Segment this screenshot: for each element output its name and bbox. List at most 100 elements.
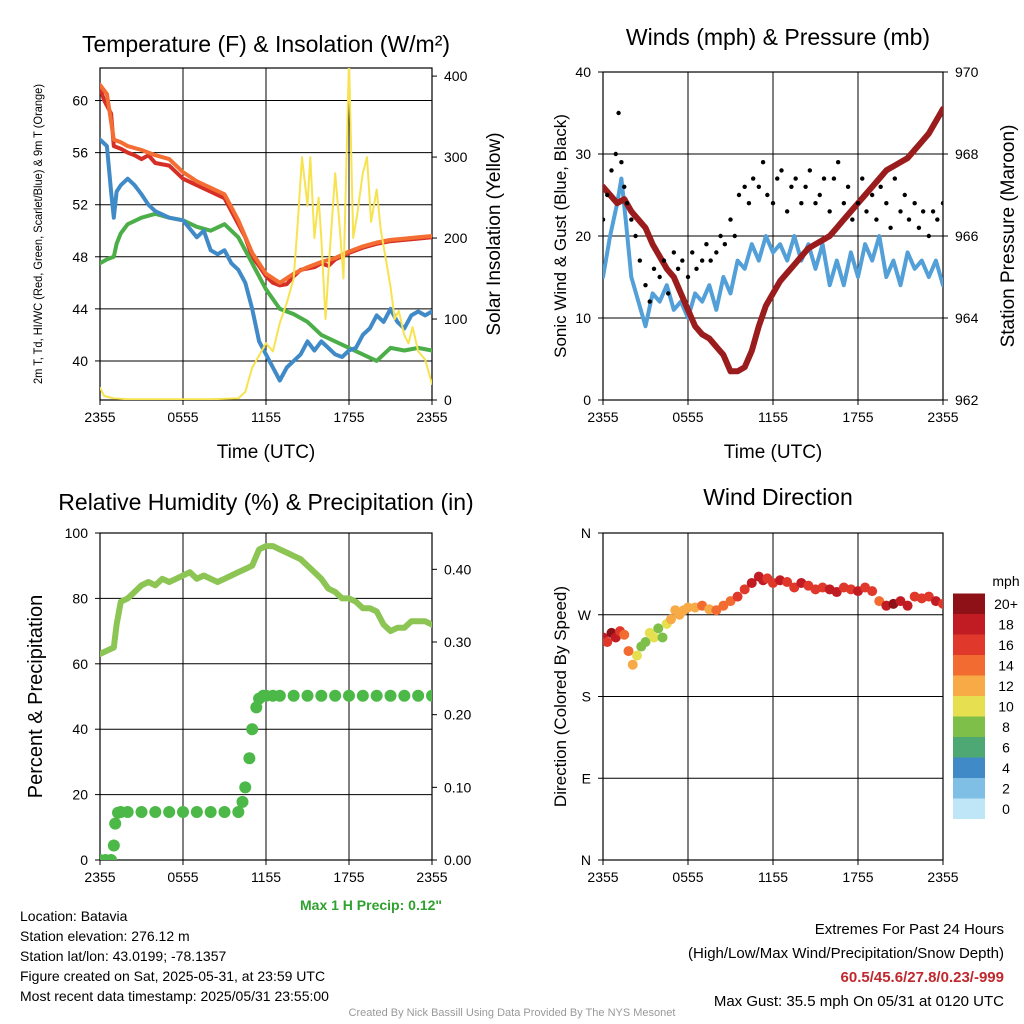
x-tick-label: 2355 [416, 869, 447, 885]
x-tick-label: 2355 [587, 409, 618, 425]
colorbar-label: 4 [1002, 760, 1010, 776]
series-point [651, 266, 657, 271]
series-line [100, 68, 432, 400]
series-point [163, 806, 176, 819]
direction-point [746, 577, 757, 588]
y-tick-label: 40 [72, 721, 88, 737]
series-point [746, 201, 752, 206]
y2-tick-label: 0.00 [444, 852, 471, 868]
series-point [637, 258, 643, 263]
direction-point [627, 659, 638, 670]
colorbar: 0 2 4 6 8 10 12 14 16 18 20+ mph [953, 573, 1020, 819]
plot-area [100, 68, 432, 400]
colorbar-unit: mph [992, 573, 1019, 589]
x-tick-label: 0555 [167, 409, 198, 425]
direction-point [739, 584, 750, 595]
series-point [860, 176, 865, 181]
series-point [121, 806, 134, 819]
series-point [803, 184, 808, 189]
series-point [789, 184, 794, 189]
colorbar-label: 0 [1002, 801, 1010, 817]
y-tick-label: 60 [72, 656, 88, 672]
series-point [685, 274, 691, 280]
series-point [246, 723, 259, 736]
series-point [609, 168, 614, 173]
x-tick-label: 1755 [333, 869, 364, 885]
info-elevation: Station elevation: 276.12 m [20, 928, 190, 944]
series-point [356, 689, 369, 702]
series-point [827, 209, 832, 214]
colorbar-swatch [953, 778, 985, 799]
series-point [770, 201, 776, 206]
series-point [906, 217, 912, 222]
series-line [603, 105, 943, 375]
series-point [760, 160, 766, 165]
y2-tick-label: 0.10 [444, 779, 471, 795]
series-point [704, 242, 709, 247]
y2-axis-label: Solar Insolation (Yellow) [484, 132, 505, 335]
y2-tick-label: 966 [955, 228, 979, 244]
series-point [736, 192, 742, 198]
series-point [690, 250, 695, 255]
direction-point [895, 596, 906, 607]
series-point [878, 184, 883, 189]
direction-point [657, 632, 668, 643]
max-precip-label: Max 1 H Precip: 0.12" [300, 897, 443, 913]
direction-point [619, 629, 630, 640]
y2-tick-label: 0 [444, 392, 452, 408]
series-point [236, 795, 249, 808]
direction-point [603, 637, 613, 647]
x-tick-label: 2355 [587, 869, 618, 885]
colorbar-label: 14 [998, 657, 1014, 673]
series-point [902, 192, 907, 198]
extremes-panel: Extremes For Past 24 Hours (High/Low/Max… [688, 918, 1004, 1014]
colorbar-swatch [953, 614, 985, 635]
direction-point [718, 600, 729, 611]
extremes-values: 60.5/45.6/27.8/0.23/-999 [840, 969, 1004, 986]
info-created: Figure created on Sat, 2025-05-31, at 23… [20, 968, 326, 984]
y-tick-label: 10 [575, 310, 591, 326]
x-tick-label: 2355 [927, 409, 958, 425]
series-point [694, 266, 699, 271]
direction-point [711, 605, 722, 616]
series-point [850, 217, 855, 222]
series-point [616, 110, 621, 116]
colorbar-swatch [953, 634, 985, 655]
series-point [874, 217, 879, 222]
colorbar-swatch [953, 757, 985, 778]
x-tick-label: 1155 [251, 409, 281, 425]
info-recent: Most recent data timestamp: 2025/05/31 2… [20, 988, 329, 1004]
series-point [177, 806, 189, 819]
direction-point [874, 596, 885, 607]
y-tick-label: S [582, 689, 591, 705]
series-point [107, 839, 120, 852]
y2-tick-label: 0.30 [444, 634, 471, 650]
chart-title: Wind Direction [703, 484, 853, 510]
series-point [190, 806, 203, 819]
direction-point [902, 600, 913, 611]
chart-title: Relative Humidity (%) & Precipitation (i… [58, 489, 473, 515]
colorbar-swatch [953, 655, 985, 676]
y-axis-label: 2m T, Td, HI/WC (Red, Green, Scarlet/Blu… [31, 84, 45, 384]
series-point [671, 250, 677, 255]
series-point [370, 689, 383, 702]
series-point [680, 258, 685, 263]
direction-point [649, 632, 659, 643]
colorbar-swatch [953, 737, 985, 758]
y-axis-label: Direction (Colored By Speed) [551, 586, 570, 807]
series-point [807, 168, 813, 173]
y-tick-label: 0 [80, 852, 88, 868]
x-tick-label: 2355 [416, 409, 447, 425]
colorbar-label: 18 [998, 616, 1014, 632]
series-point [935, 217, 940, 222]
x-tick-label: 1755 [842, 869, 873, 885]
series-point [232, 806, 245, 819]
direction-point [653, 623, 664, 634]
colorbar-label: 12 [998, 678, 1014, 694]
series-point [699, 258, 705, 263]
series-point [756, 184, 762, 189]
series-point [869, 192, 875, 198]
plot-area [100, 543, 432, 860]
y2-tick-label: 100 [444, 311, 468, 327]
